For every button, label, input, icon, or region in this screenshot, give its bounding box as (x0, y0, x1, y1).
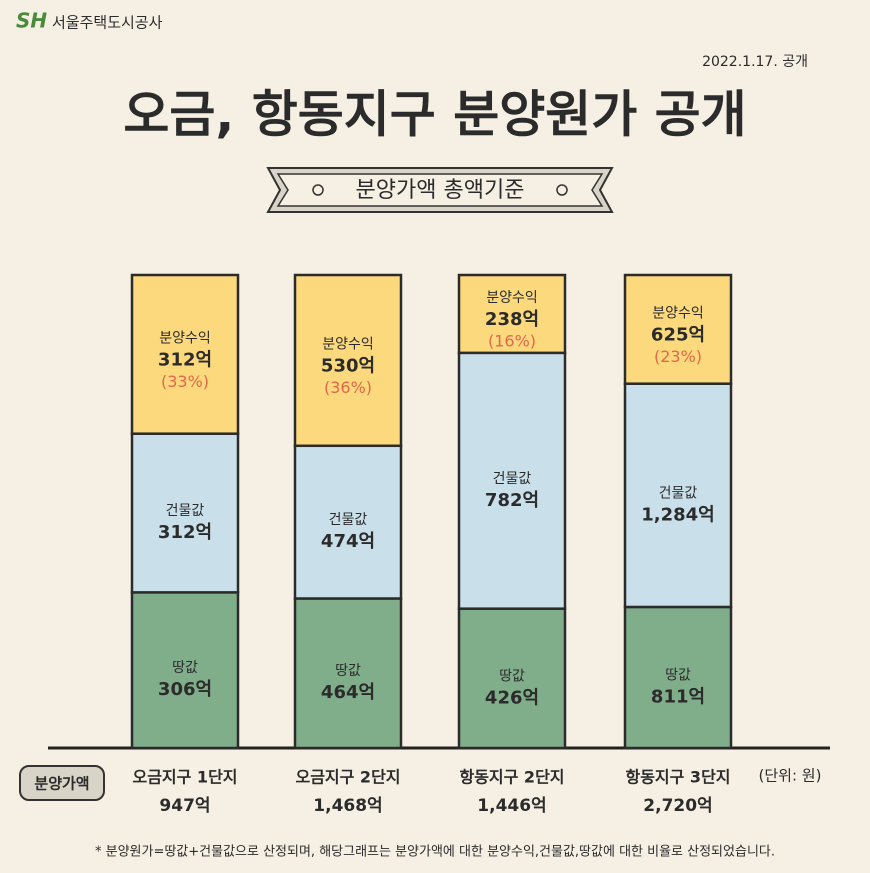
chart-title: 오금, 항동지구 분양원가 공개 (123, 86, 746, 144)
value-label: 426억 (485, 687, 539, 708)
segment-name: 분양수익 (322, 336, 374, 352)
brand-name: 서울주택도시공사 (52, 14, 163, 32)
value-label: 782억 (485, 490, 539, 511)
totals-label: 분양가액 (34, 775, 89, 793)
value-label: 474억 (321, 531, 375, 552)
segment-name: 건물값 (659, 485, 698, 501)
bar-segment (623, 605, 733, 750)
percent-label: (16%) (488, 331, 536, 350)
x-tick-label: 오금지구 1단지 (132, 768, 237, 787)
percent-label: (36%) (324, 378, 372, 397)
x-tick-label: 항동지구 2단지 (459, 768, 564, 787)
value-label: 530억 (321, 355, 375, 376)
segment-name: 건물값 (166, 503, 205, 519)
value-label: 238억 (485, 309, 539, 330)
segment-name: 땅값 (499, 668, 525, 684)
value-label: 811억 (651, 686, 705, 707)
segment-name: 건물값 (493, 471, 532, 487)
unit: (단위: 원) (759, 767, 822, 785)
value-label: 625억 (651, 324, 705, 345)
dot (556, 184, 568, 196)
value-label: 312억 (158, 349, 212, 370)
segment-name: 땅값 (335, 663, 361, 679)
value-label: 464억 (321, 682, 375, 703)
subtitle: 분양가액 총액기준 (356, 178, 525, 203)
bar-segment (293, 444, 403, 600)
total-label: 2,720억 (643, 796, 712, 816)
segment-name: 분양수익 (159, 330, 211, 346)
date: 2022.1.17. 공개 (702, 54, 808, 70)
totals-badge (19, 765, 105, 801)
bar-segment (130, 432, 240, 594)
bar-segment (457, 351, 567, 610)
value-label: 312억 (158, 522, 212, 543)
segment-name: 땅값 (172, 660, 198, 676)
x-tick-label: 오금지구 2단지 (295, 768, 400, 787)
segment-name: 분양수익 (652, 305, 704, 321)
value-label: 1,284억 (641, 504, 715, 525)
dot (312, 184, 324, 196)
percent-label: (33%) (161, 372, 209, 391)
logo: SH (16, 9, 47, 33)
bar-segment (457, 273, 567, 355)
bar-segment (293, 273, 403, 448)
percent-label: (23%) (654, 347, 702, 366)
bar-segment (293, 597, 403, 750)
x-tick-label: 항동지구 3단지 (625, 768, 730, 787)
value-label: 306억 (158, 679, 212, 700)
segment-name: 땅값 (665, 667, 691, 683)
footnote: * 분양원가=땅값+건물값으로 산정되며, 해당그래프는 분양가액에 대한 분양… (95, 845, 775, 860)
bar-segment (130, 591, 240, 750)
bar-segment (623, 382, 733, 609)
segment-name: 분양수익 (486, 290, 538, 306)
ribbon-inner (276, 173, 604, 207)
total-label: 947억 (159, 796, 210, 816)
total-label: 1,446억 (477, 796, 546, 816)
bar-segment (623, 273, 733, 385)
segment-name: 건물값 (329, 512, 368, 528)
total-label: 1,468억 (313, 796, 382, 816)
bar-segment (130, 273, 240, 435)
